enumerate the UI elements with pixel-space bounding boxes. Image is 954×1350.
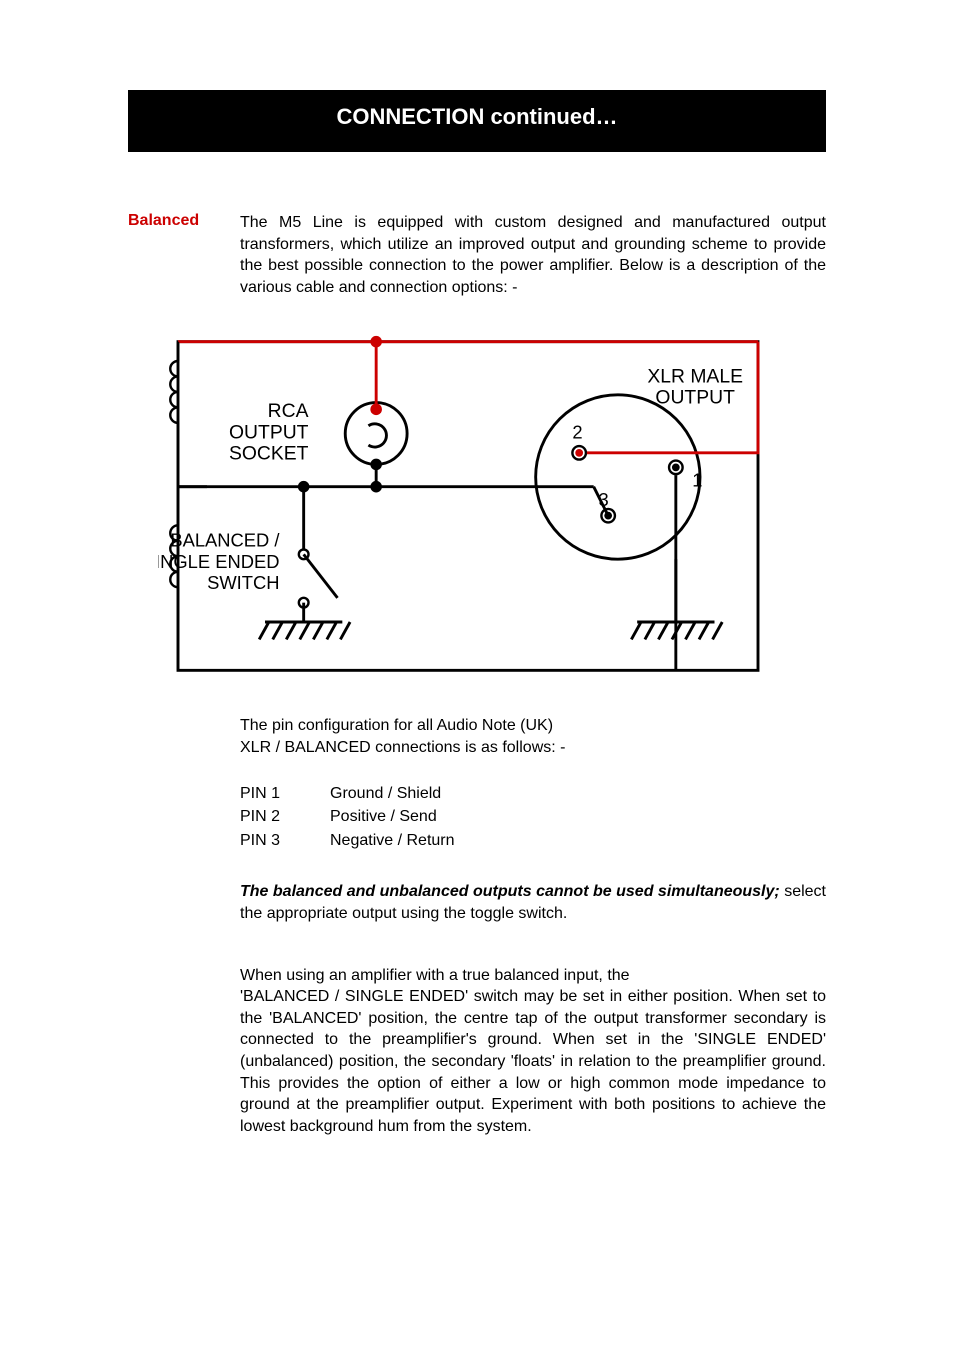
simultaneous-note: The balanced and unbalanced outputs cann… xyxy=(240,881,826,924)
pin-desc-3: Negative / Return xyxy=(330,830,826,852)
xlr-label-1: XLR MALE xyxy=(647,367,743,388)
pin-intro-2: XLR / BALANCED connections is as follows… xyxy=(240,737,826,759)
xlr-label-2: OUTPUT xyxy=(655,388,735,409)
rca-output-socket xyxy=(345,403,407,471)
page: CONNECTION continued… Balanced The M5 Li… xyxy=(0,0,954,1350)
rca-label-3: SOCKET xyxy=(229,444,309,465)
pin-config-row: The pin configuration for all Audio Note… xyxy=(128,715,826,1137)
note-bold: The balanced and unbalanced outputs cann… xyxy=(240,883,780,900)
closing-line-1: When using an amplifier with a true bala… xyxy=(240,965,826,987)
body-column: The M5 Line is equipped with custom desi… xyxy=(240,212,826,322)
pin-table: PIN 1 Ground / Shield PIN 2 Positive / S… xyxy=(240,783,826,852)
pin-desc-2: Positive / Send xyxy=(330,806,826,828)
rca-label-2: OUTPUT xyxy=(229,423,309,444)
rca-label-1: RCA xyxy=(268,401,309,422)
pin-desc-1: Ground / Shield xyxy=(330,783,826,805)
pin-intro-1: The pin configuration for all Audio Note… xyxy=(240,715,826,737)
pin2-label: 2 xyxy=(572,422,582,443)
intro-paragraph: The M5 Line is equipped with custom desi… xyxy=(240,212,826,298)
diagram-svg: RCA OUTPUT SOCKET xyxy=(158,332,778,680)
switch-label-1: BALANCED / xyxy=(170,530,280,551)
pin-name-3: PIN 3 xyxy=(240,830,330,852)
section-header: CONNECTION continued… xyxy=(128,90,826,152)
closing-paragraph: 'BALANCED / SINGLE ENDED' switch may be … xyxy=(240,986,826,1137)
pin-name-2: PIN 2 xyxy=(240,806,330,828)
xlr-connector: 2 1 3 xyxy=(536,395,703,559)
pin1-label: 1 xyxy=(692,470,702,491)
switch-label-3: SWITCH xyxy=(207,573,279,594)
section-title: CONNECTION continued… xyxy=(336,104,617,129)
wiring-diagram: RCA OUTPUT SOCKET xyxy=(128,332,856,685)
pin-name-1: PIN 1 xyxy=(240,783,330,805)
intro-row: Balanced The M5 Line is equipped with cu… xyxy=(128,212,826,322)
switch-label-2: SINGLE ENDED xyxy=(158,551,280,572)
body-column-2: The pin configuration for all Audio Note… xyxy=(240,715,826,1137)
side-label: Balanced xyxy=(128,212,240,230)
node-signal-top xyxy=(370,336,382,348)
